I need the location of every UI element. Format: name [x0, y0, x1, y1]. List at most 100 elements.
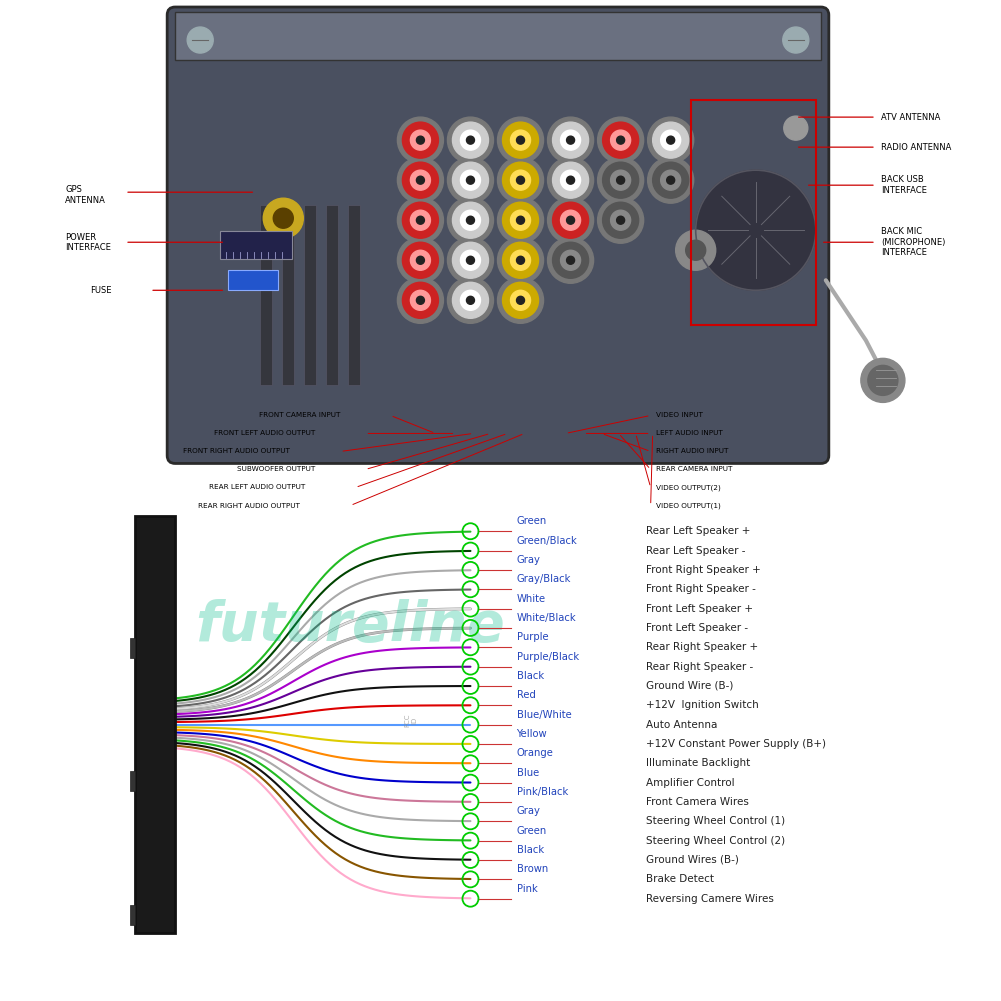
Circle shape [273, 208, 293, 228]
Text: Steering Wheel Control (2): Steering Wheel Control (2) [646, 836, 785, 846]
Text: +12V Constant Power Supply (B+): +12V Constant Power Supply (B+) [646, 739, 826, 749]
Text: Rear Left Speaker +: Rear Left Speaker + [646, 527, 750, 537]
Circle shape [452, 202, 488, 238]
Circle shape [617, 176, 625, 184]
Circle shape [466, 256, 474, 264]
Text: BACK USB
INTERFACE: BACK USB INTERFACE [881, 175, 927, 195]
Circle shape [511, 290, 531, 310]
Text: Rear Right Speaker -: Rear Right Speaker - [646, 662, 753, 672]
Text: +12V  Ignition Switch: +12V Ignition Switch [646, 701, 759, 711]
Circle shape [648, 117, 694, 163]
Circle shape [686, 240, 706, 260]
Text: Purple/Black: Purple/Black [517, 652, 579, 662]
Circle shape [497, 237, 544, 283]
Text: Green: Green [517, 517, 547, 527]
Text: RADIO ANTENNA: RADIO ANTENNA [881, 143, 951, 151]
Text: REAR LEFT AUDIO OUTPUT: REAR LEFT AUDIO OUTPUT [209, 484, 305, 490]
Circle shape [460, 250, 480, 270]
Bar [304, 205, 316, 385]
Bar [260, 205, 272, 385]
Bar [130, 638, 135, 658]
Circle shape [397, 117, 443, 163]
Text: LEFT AUDIO INPUT: LEFT AUDIO INPUT [656, 430, 723, 436]
Text: GPS
ANTENNA: GPS ANTENNA [65, 185, 106, 205]
Circle shape [603, 162, 639, 198]
Circle shape [598, 157, 644, 203]
Circle shape [868, 365, 898, 395]
Bar [348, 205, 360, 385]
Circle shape [567, 176, 575, 184]
Text: Front Left Speaker -: Front Left Speaker - [646, 623, 748, 633]
Text: Pink/Black: Pink/Black [517, 787, 568, 797]
Circle shape [466, 176, 474, 184]
Text: VIDEO OUTPUT(1): VIDEO OUTPUT(1) [656, 503, 721, 509]
Circle shape [603, 122, 639, 158]
Circle shape [397, 277, 443, 323]
Text: Brown: Brown [517, 864, 548, 874]
Text: Blue/White: Blue/White [517, 710, 572, 720]
Circle shape [653, 122, 689, 158]
Circle shape [447, 157, 493, 203]
Circle shape [511, 250, 531, 270]
Text: Ground Wire (B-): Ground Wire (B-) [646, 681, 733, 691]
Circle shape [861, 358, 905, 402]
Circle shape [667, 176, 675, 184]
Text: Purple: Purple [517, 633, 549, 643]
Text: FUSE: FUSE [90, 286, 111, 294]
Text: REAR CAMERA INPUT: REAR CAMERA INPUT [656, 466, 732, 472]
Circle shape [783, 27, 809, 53]
Circle shape [648, 157, 694, 203]
Circle shape [567, 256, 575, 264]
Circle shape [676, 230, 716, 270]
Circle shape [517, 296, 525, 304]
Text: Blue: Blue [517, 768, 539, 778]
Text: Green/Black: Green/Black [517, 536, 578, 546]
Circle shape [517, 176, 525, 184]
Circle shape [517, 216, 525, 224]
Text: Black: Black [517, 845, 544, 855]
Text: Gray/Black: Gray/Black [517, 575, 571, 585]
Circle shape [561, 130, 581, 150]
Text: Auto Antenna: Auto Antenna [646, 720, 717, 730]
Text: Yellow: Yellow [517, 729, 548, 739]
Text: Black: Black [517, 671, 544, 681]
Bar [691, 100, 816, 325]
Text: VIDEO OUTPUT(2): VIDEO OUTPUT(2) [656, 484, 721, 490]
Circle shape [561, 250, 581, 270]
Text: BACK MIC
(MICROPHONE)
INTERFACE: BACK MIC (MICROPHONE) INTERFACE [881, 227, 945, 257]
Circle shape [460, 210, 480, 230]
Bar [220, 231, 292, 259]
Text: Rear Left Speaker -: Rear Left Speaker - [646, 546, 745, 556]
Circle shape [548, 197, 594, 243]
Bar [326, 205, 338, 385]
Text: Gray: Gray [517, 555, 541, 565]
Circle shape [503, 202, 539, 238]
Circle shape [503, 282, 539, 318]
Bar [130, 772, 135, 792]
Text: Green: Green [517, 826, 547, 836]
Circle shape [452, 122, 488, 158]
Circle shape [416, 136, 424, 144]
Text: SUBWOOFER OUTPUT: SUBWOOFER OUTPUT [237, 466, 315, 472]
Text: Illuminate Backlight: Illuminate Backlight [646, 759, 750, 769]
Circle shape [553, 122, 589, 158]
Text: Front Camera Wires: Front Camera Wires [646, 797, 749, 807]
Circle shape [667, 136, 675, 144]
Circle shape [416, 176, 424, 184]
Circle shape [452, 282, 488, 318]
Circle shape [511, 170, 531, 190]
Circle shape [553, 242, 589, 278]
Circle shape [402, 242, 438, 278]
Text: Front Right Speaker -: Front Right Speaker - [646, 585, 756, 595]
Text: Reversing Camere Wires: Reversing Camere Wires [646, 894, 774, 904]
Circle shape [410, 130, 430, 150]
Circle shape [460, 130, 480, 150]
Circle shape [497, 117, 544, 163]
Circle shape [402, 162, 438, 198]
Text: Steering Wheel Control (1): Steering Wheel Control (1) [646, 817, 785, 826]
Circle shape [416, 216, 424, 224]
Circle shape [416, 296, 424, 304]
Text: Pink: Pink [517, 884, 538, 894]
Circle shape [548, 157, 594, 203]
Circle shape [397, 237, 443, 283]
